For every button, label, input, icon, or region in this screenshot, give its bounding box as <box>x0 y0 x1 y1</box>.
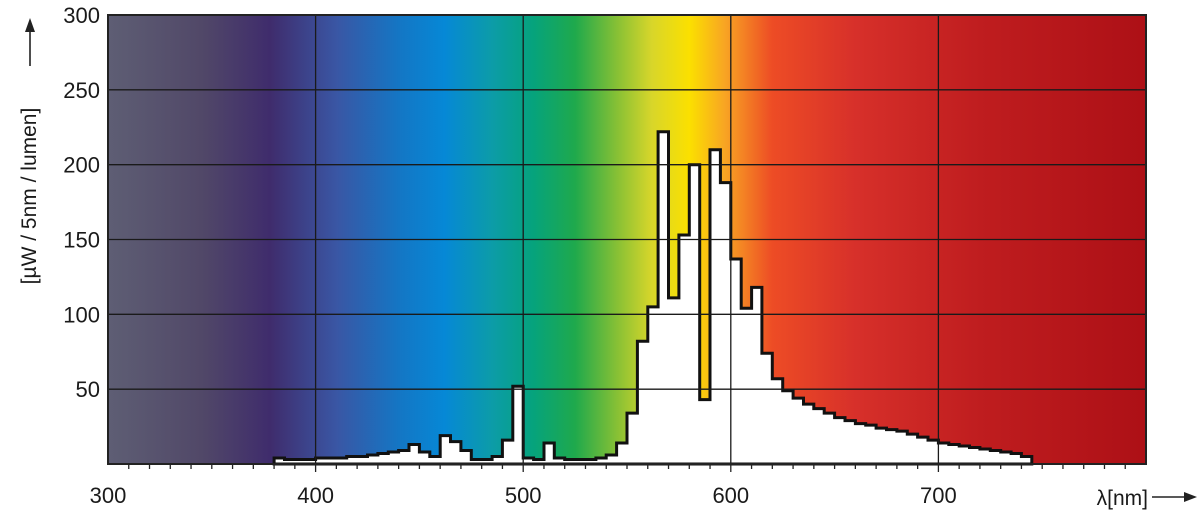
x-tick-label-700: 700 <box>920 483 957 508</box>
x-tick-label-600: 600 <box>712 483 749 508</box>
spectrum-area <box>272 130 1034 466</box>
y-tick-label-50: 50 <box>76 377 100 402</box>
x-tick-label-300: 300 <box>90 483 127 508</box>
y-axis-label: [µW / 5nm / lumen] <box>18 108 41 285</box>
x-tick-label-400: 400 <box>297 483 334 508</box>
x-tick-label-500: 500 <box>505 483 542 508</box>
y-tick-label-100: 100 <box>63 302 100 327</box>
y-tick-labels: 50 100 150 200 250 300 <box>63 3 100 402</box>
y-tick-label-300: 300 <box>63 3 100 28</box>
grid-lines <box>108 15 1146 464</box>
x-axis-arrow <box>1152 492 1197 502</box>
x-minor-ticks <box>128 464 1126 472</box>
x-axis-label: λ[nm] <box>1097 487 1148 510</box>
x-tick-labels: 300 400 500 600 700 <box>90 483 957 508</box>
y-tick-label-200: 200 <box>63 153 100 178</box>
y-tick-label-250: 250 <box>63 78 100 103</box>
y-axis-arrow <box>25 18 35 66</box>
y-tick-label-150: 150 <box>63 228 100 253</box>
